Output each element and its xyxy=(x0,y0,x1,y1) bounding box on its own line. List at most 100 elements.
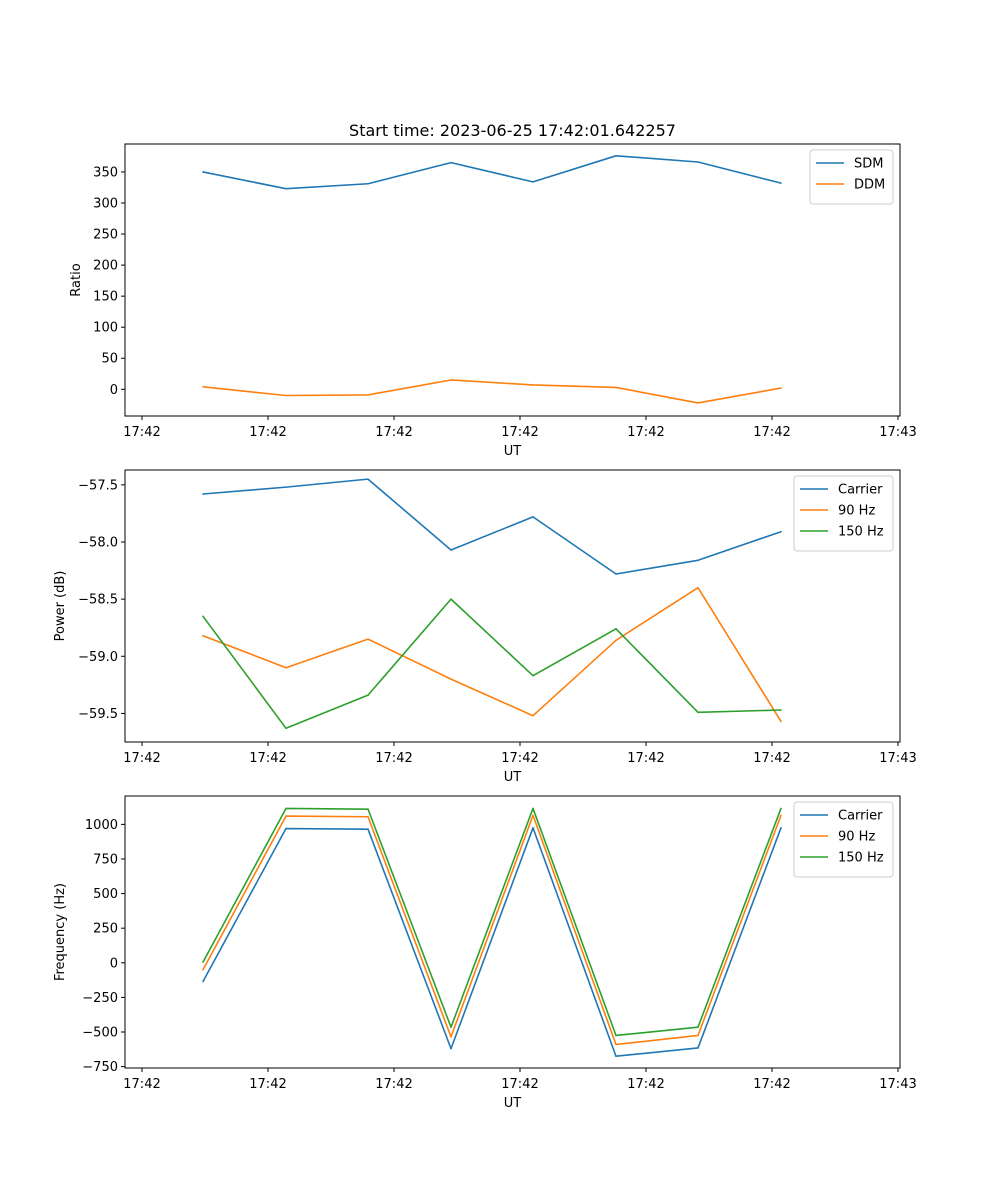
y-tick-label: 150 xyxy=(93,290,118,305)
y-tick-label: 1000 xyxy=(85,818,118,833)
data-point xyxy=(285,827,287,830)
data-point xyxy=(450,379,452,381)
data-point xyxy=(532,807,534,810)
data-point xyxy=(780,720,782,723)
data-point xyxy=(285,486,287,488)
data-point xyxy=(450,549,452,551)
data-point xyxy=(285,187,287,190)
series-line-150-hz xyxy=(202,598,782,730)
data-point xyxy=(285,666,287,669)
data-point xyxy=(367,394,369,396)
chart-ratio: 17:42 17:42 17:42 17:42 17:42 17:42 17:43 0 50 10… xyxy=(69,143,917,459)
legend-label: 150 Hz xyxy=(838,525,884,540)
series-line-ddm xyxy=(202,379,782,404)
series-line-carrier xyxy=(202,827,782,1058)
x-tick-label: 17:42 xyxy=(375,425,412,440)
data-point xyxy=(697,161,699,163)
axes-frame xyxy=(124,795,901,1069)
y-tick-label: −58.0 xyxy=(78,536,118,551)
data-point xyxy=(450,1036,452,1038)
data-point xyxy=(202,615,204,618)
x-tick-label: 17:42 xyxy=(249,751,286,766)
legend-label: 90 Hz xyxy=(838,504,875,519)
data-point xyxy=(285,394,287,397)
data-point xyxy=(367,808,369,810)
data-point xyxy=(697,1047,699,1049)
series-line-90-hz xyxy=(202,586,782,722)
y-tick-label: −58.5 xyxy=(78,593,118,608)
x-tick-label: 17:42 xyxy=(123,425,160,440)
chart-power: 17:42 17:42 17:42 17:42 17:42 17:42 17:43 −57.5… xyxy=(53,469,917,785)
figure-title: Start time: 2023-06-25 17:42:01.642257 xyxy=(349,121,676,140)
legend-box xyxy=(793,475,894,552)
y-tick-label: 350 xyxy=(93,165,118,180)
data-point xyxy=(697,402,699,404)
data-point xyxy=(202,386,204,388)
axes-frame xyxy=(124,469,901,743)
data-point xyxy=(780,827,782,829)
y-axis-label: Ratio xyxy=(69,263,84,296)
x-tick-label: 17:42 xyxy=(627,425,664,440)
data-point xyxy=(202,493,204,495)
series-line-sdm xyxy=(202,155,782,190)
y-tick-label: 750 xyxy=(93,852,118,867)
data-point xyxy=(450,161,452,164)
chart-frequency: 17:42 17:42 17:42 17:42 17:42 17:42 17:43 −750 −… xyxy=(53,795,917,1111)
data-point xyxy=(367,638,369,640)
legend-label: 90 Hz xyxy=(838,830,875,845)
data-point xyxy=(532,181,534,183)
data-point xyxy=(367,694,369,696)
y-tick-label: 0 xyxy=(110,956,118,971)
data-point xyxy=(615,628,617,630)
data-point xyxy=(450,1047,452,1050)
data-point xyxy=(615,1034,617,1037)
y-tick-label: 300 xyxy=(93,196,118,211)
x-tick-label: 17:42 xyxy=(249,425,286,440)
data-point xyxy=(450,598,452,600)
y-tick-label: −59.0 xyxy=(78,650,118,665)
y-tick-label: 100 xyxy=(93,321,118,336)
x-tick-label: 17:42 xyxy=(123,1077,160,1092)
data-point xyxy=(532,384,534,386)
data-point xyxy=(367,478,369,480)
x-tick-label: 17:42 xyxy=(627,751,664,766)
data-point xyxy=(202,634,204,637)
data-point xyxy=(532,516,534,518)
data-point xyxy=(450,678,452,680)
series-line-carrier xyxy=(202,478,782,575)
data-point xyxy=(697,711,699,714)
x-tick-label: 17:43 xyxy=(879,1077,916,1092)
data-point xyxy=(202,980,204,983)
legend-label: Carrier xyxy=(838,809,883,824)
data-point xyxy=(615,639,617,642)
y-tick-label: −250 xyxy=(82,991,118,1006)
x-axis-label: UT xyxy=(504,770,522,785)
data-point xyxy=(697,1034,699,1037)
data-point xyxy=(697,559,699,562)
y-tick-label: −59.5 xyxy=(78,707,118,722)
y-axis-label: Frequency (Hz) xyxy=(53,883,68,981)
legend-label: SDM xyxy=(854,157,883,172)
data-point xyxy=(615,1055,617,1058)
data-point xyxy=(615,573,617,575)
data-point xyxy=(780,530,782,533)
x-tick-label: 17:42 xyxy=(501,751,538,766)
data-point xyxy=(202,968,204,971)
x-axis-label: UT xyxy=(504,444,522,459)
x-tick-label: 17:43 xyxy=(879,425,916,440)
x-tick-label: 17:42 xyxy=(123,751,160,766)
data-point xyxy=(202,961,204,963)
x-tick-label: 17:42 xyxy=(501,425,538,440)
y-tick-label: 50 xyxy=(101,352,118,367)
x-tick-label: 17:42 xyxy=(627,1077,664,1092)
series-line-90-hz xyxy=(202,814,782,1046)
data-point xyxy=(285,727,287,730)
legend-box xyxy=(793,801,894,878)
data-point xyxy=(780,814,782,817)
x-axis-label: UT xyxy=(504,1096,522,1111)
x-tick-label: 17:42 xyxy=(375,1077,412,1092)
x-tick-label: 17:42 xyxy=(753,425,790,440)
data-point xyxy=(367,815,369,818)
series-line-150-hz xyxy=(202,807,782,1037)
